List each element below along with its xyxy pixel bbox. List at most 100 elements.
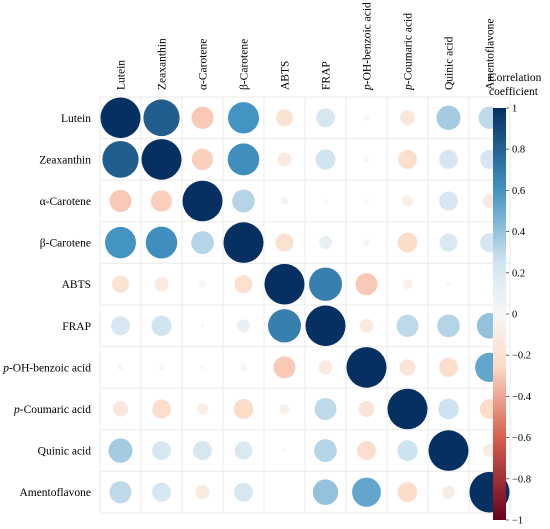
label-text: ABTS: [280, 61, 292, 90]
correlation-circle-9-4: [234, 441, 253, 460]
correlation-circle-5-4: [234, 275, 253, 294]
correlation-circle-4-6: [319, 236, 332, 250]
correlation-circle-1-8: [400, 110, 415, 126]
correlation-circle-9-9: [428, 430, 469, 471]
correlation-circle-5-3: [199, 280, 206, 288]
correlation-circle-7-2: [158, 364, 165, 371]
correlation-circle-7-4: [240, 363, 247, 371]
label-text: Lutein: [116, 60, 128, 90]
label-prefix: p: [403, 84, 415, 91]
correlation-circle-5-1: [112, 275, 129, 293]
label-text: FRAP: [62, 321, 91, 333]
column-label-5: ABTS: [280, 61, 292, 90]
correlation-circle-7-5: [273, 356, 296, 379]
correlation-circle-8-8: [387, 388, 428, 430]
correlation-circle-10-6: [312, 479, 339, 506]
correlation-circle-8-6: [314, 397, 337, 421]
label-text: -OH-benzoic acid: [362, 2, 374, 84]
row-label-4: β-Carotene: [40, 238, 91, 250]
correlation-circle-6-1: [111, 316, 130, 336]
label-text: α-Carotene: [40, 196, 91, 208]
correlation-circle-8-3: [196, 403, 209, 415]
label-text: Quinic acid: [444, 36, 456, 90]
correlation-circle-7-7: [346, 347, 387, 388]
correlation-circle-6-2: [151, 315, 172, 336]
column-label-7: p-OH-benzoic acid: [362, 2, 374, 91]
column-labels: Lutein Zeaxanthin α-Carotene β-Carotene ABTS…: [116, 2, 497, 91]
correlation-circle-8-9: [438, 398, 459, 420]
column-label-2: Zeaxanthin: [157, 38, 169, 90]
correlation-circle-2-1: [102, 141, 139, 178]
row-label-9: Quinic acid: [38, 446, 92, 458]
correlation-circle-7-9: [439, 357, 458, 377]
correlation-circle-9-6: [314, 439, 337, 463]
correlation-circle-3-6: [323, 198, 328, 204]
correlation-circle-9-3: [193, 441, 212, 461]
colorbar-title-line-2: coefficient: [489, 86, 539, 98]
label-text: Lutein: [61, 113, 91, 125]
correlation-circle-2-8: [398, 149, 417, 169]
correlation-circle-1-1: [100, 97, 141, 139]
label-text: FRAP: [321, 61, 333, 90]
correlation-circle-5-6: [309, 267, 342, 301]
correlation-circle-10-1: [109, 481, 132, 504]
label-text: α-Carotene: [198, 39, 210, 90]
label-text: Zeaxanthin: [39, 154, 91, 166]
correlation-circle-6-3: [200, 323, 205, 328]
row-labels: Lutein Zeaxanthin α-Carotene β-Carotene ABTS…: [2, 113, 91, 499]
correlation-circle-2-7: [363, 156, 370, 163]
correlation-circle-4-4: [223, 222, 264, 263]
correlation-circle-5-9: [446, 282, 451, 287]
correlation-circle-2-9: [439, 149, 458, 169]
colorbar: 1 0.8 0.6 0.4 0.2 0 −0.2 −0.4 −0.6 −0.8 −1 Correlat…: [489, 72, 542, 527]
colorbar-tick-label: 0: [512, 310, 517, 321]
correlation-circle-3-7: [364, 198, 369, 204]
correlation-circle-3-4: [232, 189, 255, 213]
correlation-circle-5-7: [355, 273, 378, 296]
row-label-7: p-OH-benzoic acid: [2, 362, 91, 374]
label-text: ABTS: [62, 279, 91, 291]
correlation-circle-1-6: [316, 108, 335, 128]
correlation-circle-8-7: [358, 400, 375, 418]
correlation-circle-2-4: [227, 143, 260, 176]
correlation-circle-3-1: [109, 189, 132, 213]
colorbar-tick-label: −0.4: [512, 392, 532, 403]
correlation-circle-5-2: [154, 277, 169, 292]
colorbar-title-line-1: Correlation: [489, 72, 542, 84]
correlation-circle-8-1: [113, 401, 128, 417]
correlation-circle-1-9: [436, 105, 461, 130]
correlation-circle-4-7: [363, 239, 370, 247]
label-prefix: p: [13, 404, 20, 416]
column-label-1: Lutein: [116, 60, 128, 90]
colorbar-tick-label: −0.6: [512, 433, 531, 444]
correlation-circle-6-5: [268, 309, 301, 343]
row-label-5: ABTS: [62, 279, 91, 291]
correlation-circle-5-8: [402, 279, 413, 290]
correlation-circle-8-4: [233, 399, 254, 419]
correlation-circle-3-8: [401, 195, 414, 207]
label-prefix: p: [362, 84, 374, 91]
correlation-circle-7-1: [117, 364, 124, 371]
label-text: -OH-benzoic acid: [9, 362, 91, 374]
label-prefix: p: [2, 362, 9, 374]
column-label-4: β-Carotene: [239, 39, 251, 90]
colorbar-tick-label: 0.8: [512, 145, 525, 156]
correlation-circle-1-2: [143, 99, 180, 137]
row-label-2: Zeaxanthin: [39, 154, 91, 166]
correlation-circle-9-2: [152, 441, 171, 461]
correlation-circle-5-5: [264, 263, 305, 305]
correlation-circle-6-6: [305, 305, 346, 347]
label-text: -Coumaric acid: [20, 404, 91, 416]
correlation-circle-9-1: [108, 438, 133, 463]
row-label-6: FRAP: [62, 321, 91, 333]
correlation-circle-1-5: [276, 109, 293, 127]
correlation-circle-9-7: [357, 441, 376, 461]
label-text: -Coumaric acid: [403, 13, 415, 84]
label-text: Quinic acid: [38, 446, 92, 458]
label-text: Amentoflavone: [485, 18, 497, 90]
correlation-circle-7-8: [399, 359, 416, 376]
row-label-3: α-Carotene: [40, 196, 91, 208]
correlation-circle-10-3: [195, 485, 210, 500]
row-label-10: Amentoflavone: [19, 487, 91, 499]
